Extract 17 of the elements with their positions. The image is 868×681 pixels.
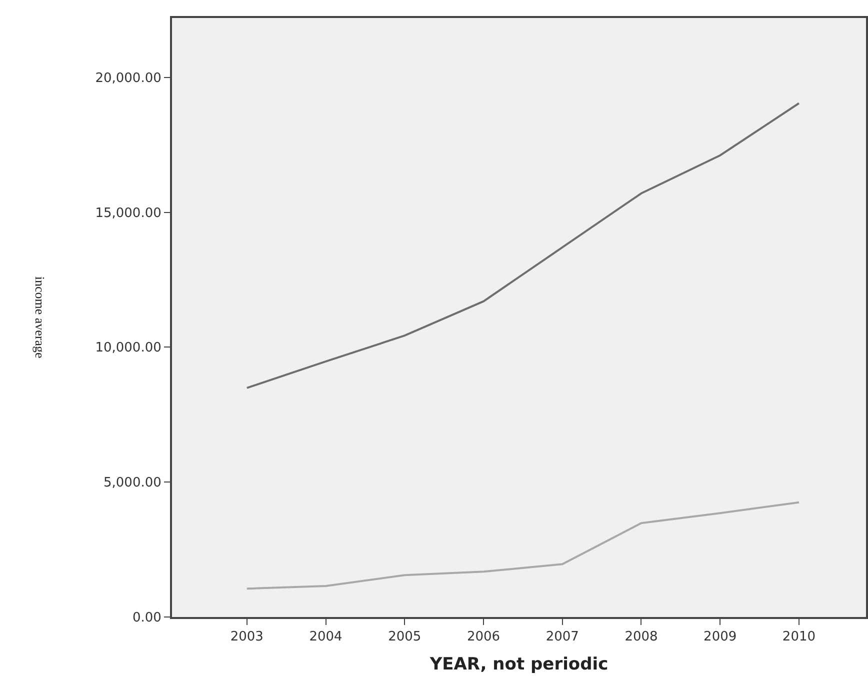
line-series [246, 102, 800, 389]
line-series [246, 501, 800, 590]
y-axis-title: income average [32, 276, 48, 359]
y-tick-label: 0.00 [132, 610, 162, 626]
x-tick-label: 2008 [624, 630, 658, 645]
y-tick-label: 5,000.00 [104, 476, 162, 491]
x-tick-label: 2003 [230, 630, 264, 645]
x-tick-label: 2007 [546, 630, 579, 645]
x-tick-label: 2005 [388, 630, 422, 645]
x-tick-label: 2004 [309, 630, 342, 645]
x-tick-label: 2006 [466, 630, 500, 645]
y-tick-label: 10,000.00 [95, 340, 162, 356]
x-tick-label: 2009 [704, 630, 737, 645]
x-axis-title: YEAR, not periodic [428, 654, 608, 674]
x-tick-label: 2010 [782, 630, 816, 645]
y-tick-label: 15,000.00 [95, 206, 162, 221]
y-tick-label: 20,000.00 [95, 70, 162, 86]
